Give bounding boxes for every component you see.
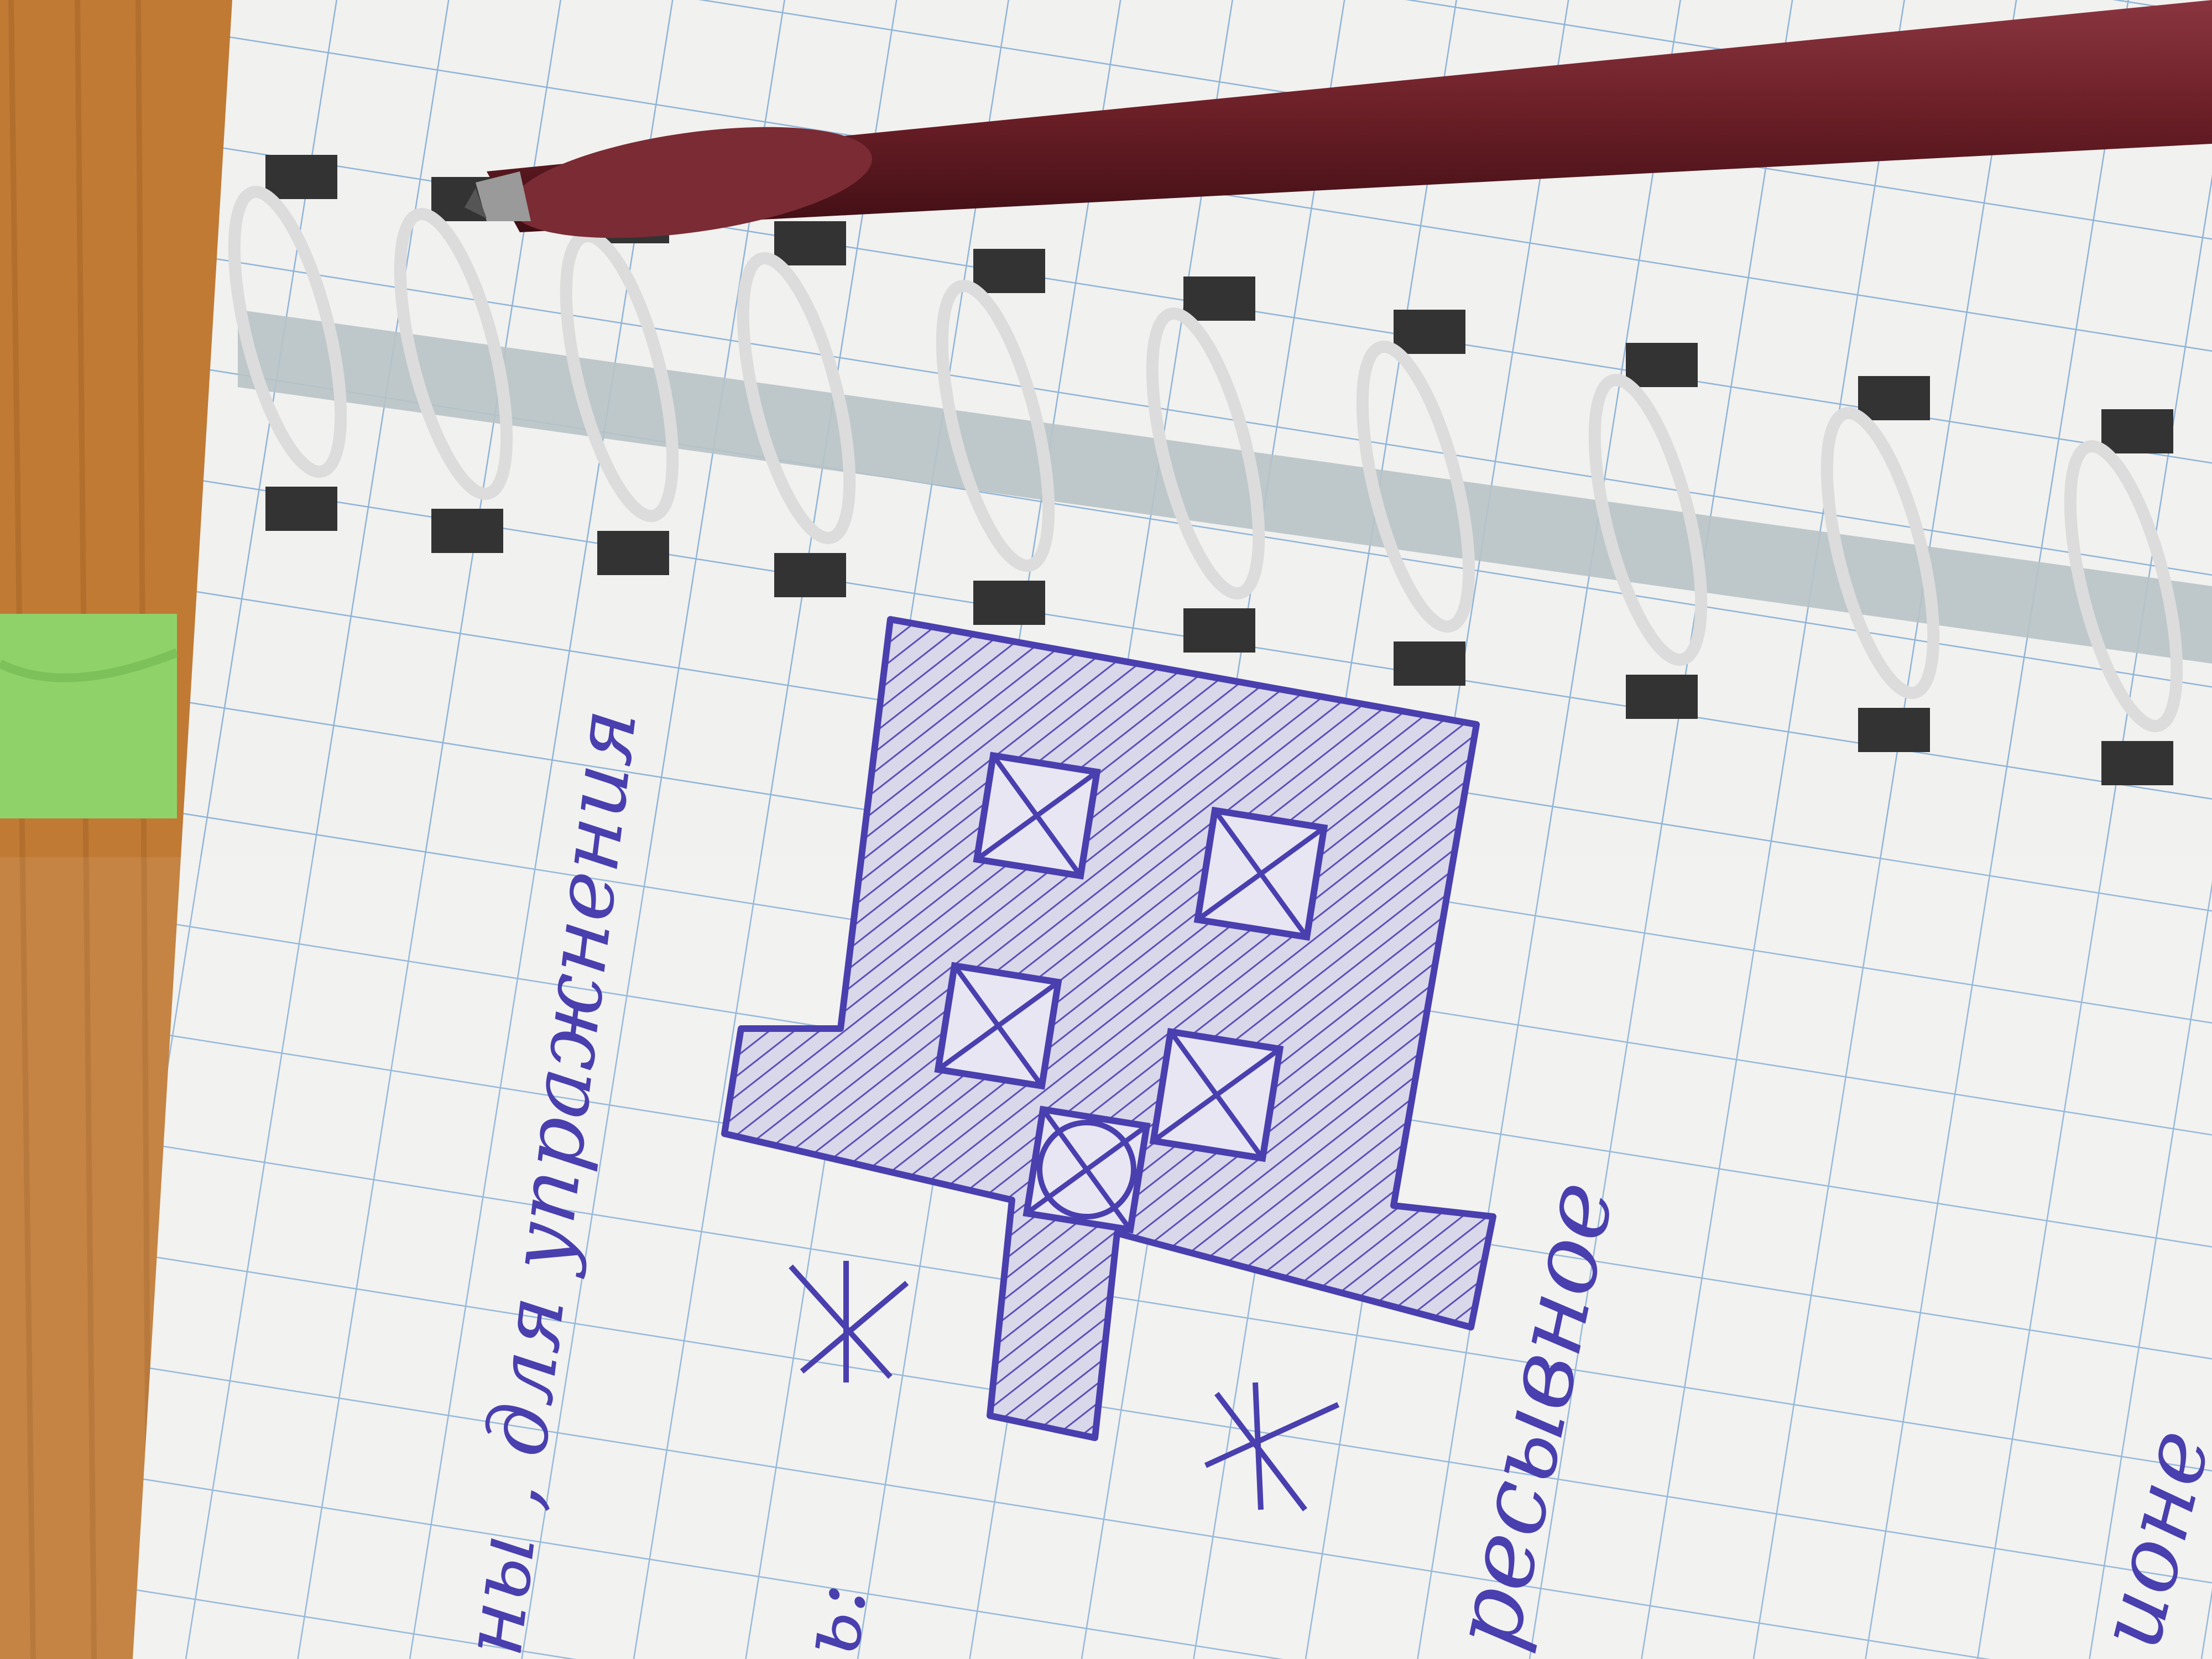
spiral-ring: [2064, 440, 2183, 732]
asterisk-1: [789, 1261, 909, 1383]
binding-hole: [973, 249, 1045, 293]
crossed-squares: [934, 752, 1328, 1234]
spiral-ring: [737, 252, 856, 544]
spiral-binding: [228, 155, 2212, 785]
spiral-ring: [1588, 374, 1708, 666]
spiral-ring: [1356, 341, 1475, 633]
spiral-ring: [394, 208, 513, 500]
spiral-ring: [1820, 407, 1940, 699]
binding-hole: [597, 531, 669, 575]
binding-hole: [265, 487, 337, 531]
binding-hole: [1394, 310, 1465, 354]
binding-hole: [1183, 276, 1255, 321]
binding-hole: [2101, 741, 2173, 785]
binding-hole: [1183, 608, 1255, 653]
circled-square: [1022, 1105, 1151, 1234]
binding-hole: [1858, 708, 1930, 752]
spiral-ring: [1146, 307, 1265, 599]
binding-hole: [2101, 409, 2173, 453]
binding-hole: [1858, 376, 1930, 420]
binding-hole: [1626, 675, 1698, 719]
crossed-square: [1193, 806, 1328, 941]
binding-hole: [265, 155, 337, 199]
crossed-square: [973, 752, 1101, 880]
asterisk-2: [1204, 1382, 1340, 1512]
spiral-ring: [936, 280, 1055, 572]
pen: [465, 0, 2212, 238]
binding-hole: [1626, 343, 1698, 387]
spiral-ring: [228, 186, 347, 478]
ink-sketch: [721, 616, 1496, 1512]
handwriting-line-2: ь:: [781, 1577, 886, 1659]
binding-hole: [774, 553, 846, 597]
crossed-square: [1149, 1027, 1284, 1162]
crossed-square: [934, 962, 1062, 1090]
binding-hole: [973, 581, 1045, 625]
binding-hole: [774, 221, 846, 265]
binding-hole: [431, 509, 503, 553]
binding-hole: [1394, 641, 1465, 686]
sticky-tab: [0, 614, 177, 818]
